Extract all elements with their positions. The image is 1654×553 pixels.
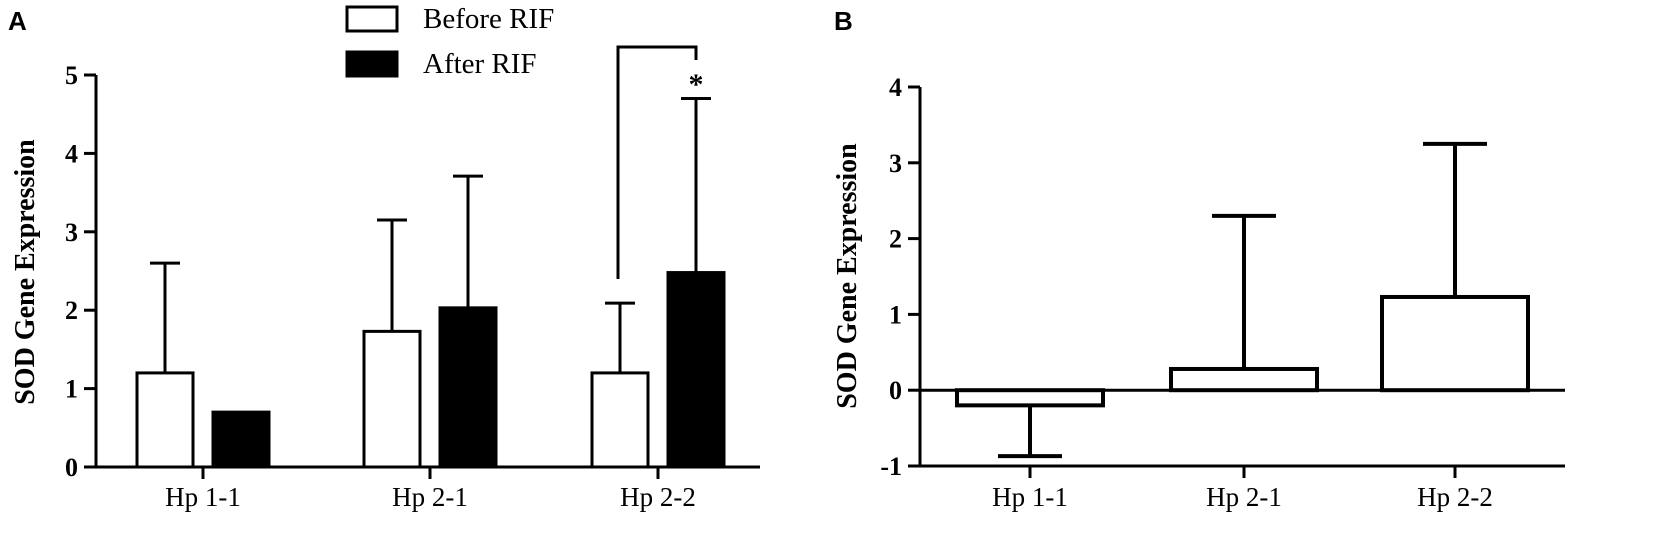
x-tick-label: Hp 1-1 [165,482,241,512]
y-tick-label: 5 [65,61,78,90]
y-tick-label: 4 [889,73,902,102]
legend-label: Before RIF [423,3,554,35]
significance-marker: * [689,68,704,101]
bar [362,329,422,469]
y-tick-label: 0 [65,453,78,482]
y-tick-label: 0 [889,376,902,405]
chart-b: -1 0 1 2 3 4 Hp 1-1 Hp 2-1 Hp 2-2 SOD Gene Expres… [832,73,1565,512]
y-axis-title: SOD Gene Expression [10,139,41,405]
panel-b-letter: B [834,6,853,36]
legend-swatch [345,50,399,78]
bar [438,306,498,469]
x-tick-label: Hp 2-2 [620,482,696,512]
significance-bracket [616,45,698,279]
y-tick-label: 3 [65,218,78,247]
y-tick-label: -1 [880,452,902,481]
y-tick-label: 3 [889,149,902,178]
bar [955,388,1105,408]
bar [135,371,195,469]
y-axis-title: SOD Gene Expression [832,143,863,409]
legend-label: After RIF [423,48,537,80]
x-tick-label: Hp 2-1 [1206,482,1282,512]
x-tick-label: Hp 1-1 [992,482,1068,512]
y-tick-label: 2 [65,296,78,325]
bar [1169,366,1319,393]
legend-swatch [345,5,399,33]
bar [590,371,650,469]
y-tick-label: 1 [65,375,78,404]
y-tick-label: 1 [889,300,902,329]
chart-a: 0 1 2 3 4 5 Hp 1-1 Hp 2-1 Hp 2-2 SOD Gene Express… [10,3,760,512]
y-tick-label: 2 [889,225,902,254]
bar [211,410,271,469]
bar [1380,294,1530,393]
bar [666,271,726,469]
x-tick-label: Hp 2-1 [392,482,468,512]
panel-a-letter: A [8,6,27,36]
y-tick-label: 4 [65,139,78,168]
x-tick-label: Hp 2-2 [1417,482,1493,512]
